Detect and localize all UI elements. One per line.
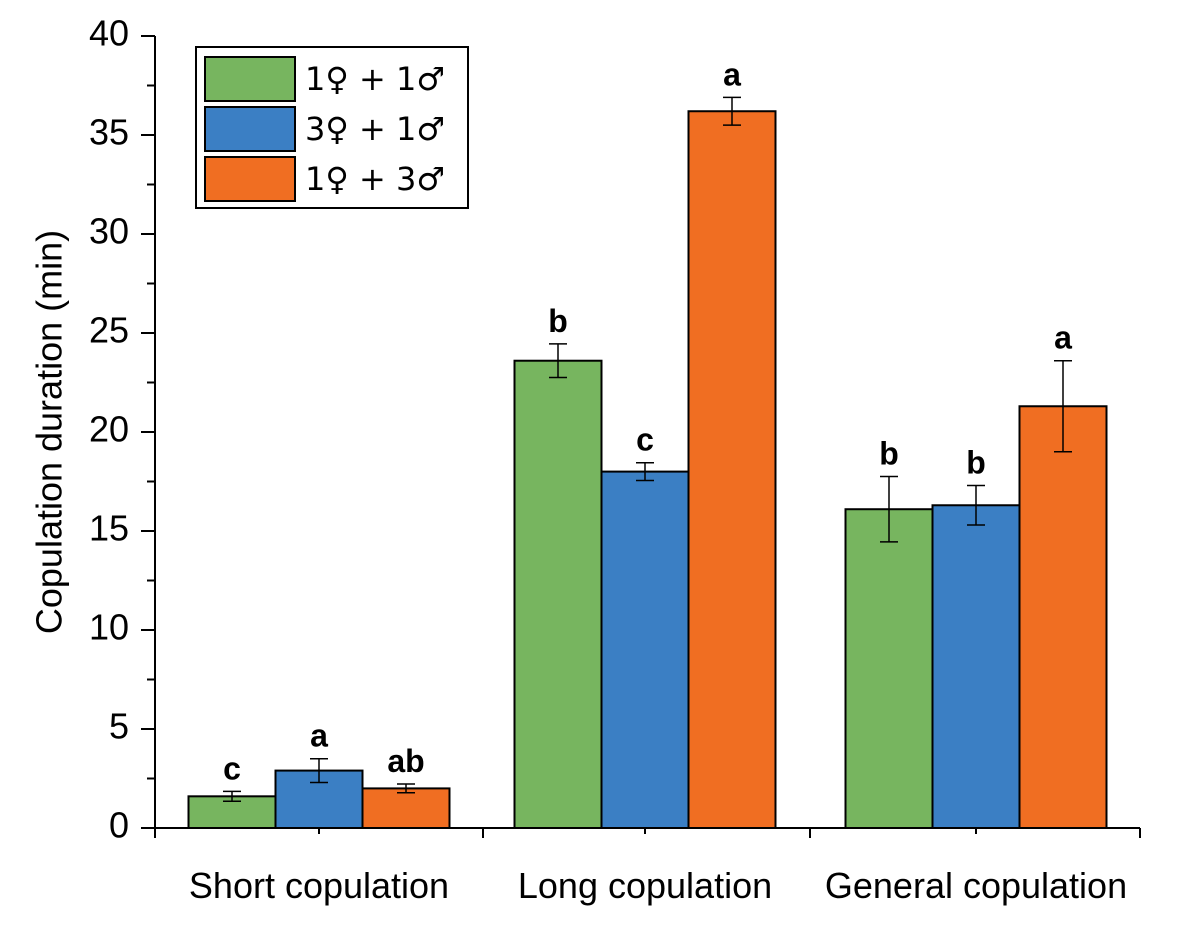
legend-label: 3♀ + 1♂: [305, 110, 445, 148]
y-tick-label: 20: [89, 409, 129, 450]
y-tick-label: 40: [89, 13, 129, 54]
bar: [844, 508, 934, 829]
significance-label: a: [310, 718, 328, 754]
y-tick-label: 0: [109, 805, 129, 846]
bar: [513, 359, 603, 829]
legend-swatch: [204, 56, 296, 102]
x-axis-ticks: [154, 828, 1141, 838]
category-labels: Short copulation Long copulation General c…: [189, 865, 1127, 906]
y-tick-label: 5: [109, 706, 129, 747]
legend-label: 1♀ + 3♂: [305, 160, 445, 198]
legend-swatch: [204, 106, 296, 152]
significance-label: ab: [387, 743, 424, 779]
error-bars: [223, 96, 1072, 803]
bar: [1018, 405, 1108, 829]
category-label: Short copulation: [189, 865, 449, 906]
legend-label: 1♀ + 1♂: [305, 60, 445, 98]
significance-label: c: [223, 750, 241, 786]
bar-marks: [187, 110, 1108, 830]
legend-swatch: [204, 156, 296, 202]
significance-label: b: [966, 444, 986, 480]
bar: [600, 470, 690, 829]
y-axis-title: Copulation duration (min): [29, 230, 70, 634]
y-tick-label: 10: [89, 607, 129, 648]
bar: [931, 504, 1021, 829]
significance-label: b: [548, 303, 568, 339]
category-label: General copulation: [825, 865, 1127, 906]
legend: 1♀ + 1♂ 3♀ + 1♂ 1♀ + 3♂: [195, 46, 469, 209]
significance-label: a: [723, 56, 741, 92]
y-tick-label: 30: [89, 211, 129, 252]
y-axis-ticks: 0 5 10 15 20 25 30 35 40: [89, 13, 155, 846]
significance-label: a: [1054, 320, 1072, 356]
bar: [361, 787, 451, 830]
bar: [687, 110, 777, 830]
category-label: Long copulation: [518, 865, 772, 906]
y-tick-label: 25: [89, 310, 129, 351]
y-tick-label: 35: [89, 112, 129, 153]
y-tick-label: 15: [89, 508, 129, 549]
significance-label: b: [879, 436, 899, 472]
significance-label: c: [636, 422, 654, 458]
